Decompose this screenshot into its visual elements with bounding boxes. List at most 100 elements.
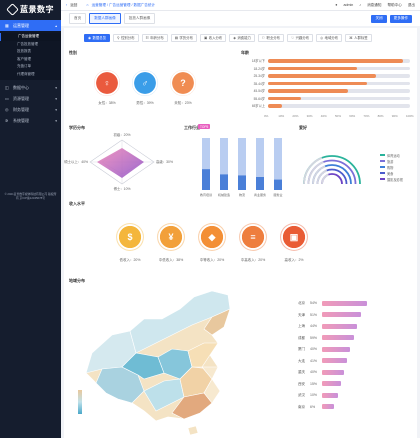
region-bar	[322, 381, 342, 386]
logout-link[interactable]: 退出	[407, 2, 415, 7]
filter-button[interactable]: ⚐ 职业分布	[257, 34, 285, 42]
grid-icon: ▦	[5, 23, 9, 28]
nav-label: 财务管理	[13, 106, 29, 112]
hobby-ring-track	[303, 155, 361, 185]
help-link[interactable]: 帮助中心	[387, 2, 402, 7]
chevron-down-icon: ▾	[55, 96, 57, 101]
legend-label: 旅游	[387, 159, 394, 164]
back-icon[interactable]: ‹	[66, 3, 68, 7]
filter-button[interactable]: ☷ 年龄分布	[141, 34, 168, 42]
gender-icon: ?	[170, 70, 196, 96]
region-value: 54%	[310, 301, 318, 305]
job-chart: 教育培训 机械建造 物流 商业服务 服务业	[200, 138, 283, 197]
age-bar	[268, 89, 348, 93]
age-bar	[268, 59, 403, 63]
legend-swatch	[380, 159, 385, 163]
back-link[interactable]: 返回	[70, 2, 78, 7]
copyright-text: © 2021蓝景数字媒体科技有限公司 版权所有 京ICP备12345678号	[4, 192, 57, 200]
hobby-ring-track	[321, 173, 343, 185]
age-bar-track	[268, 81, 410, 85]
filter-button-label: 兴趣分布	[295, 36, 310, 40]
age-axis-tick: 80%	[377, 114, 384, 118]
income-label: 中高收入：20%	[240, 258, 266, 262]
education-radar: 初级：20% 高级：30% 硕士以上：40% 博士：10%	[64, 132, 173, 191]
province-hainan	[187, 425, 199, 436]
chevron-down-icon: ▾	[55, 118, 57, 123]
gender-label: 未知：23%	[174, 101, 192, 105]
folder-icon: ▭	[5, 96, 9, 101]
job-category-label: 商业服务	[254, 192, 266, 197]
region-name: 厦门	[298, 347, 305, 351]
hobby-chart	[303, 155, 361, 185]
section-title-education: 学历分布	[69, 125, 85, 130]
filter-button[interactable]: ⚲ 性别分布	[113, 34, 139, 42]
filter-button-label: 消费能力	[237, 36, 251, 40]
age-bar-track	[268, 59, 410, 63]
region-bar	[322, 358, 347, 363]
user-name[interactable]: admin	[343, 3, 354, 7]
nav-sub-item[interactable]: 广告运营管理	[0, 33, 61, 41]
filter-button[interactable]: ◈ 消费能力	[229, 34, 255, 42]
nav-label: 数据中心	[13, 84, 29, 90]
income-label: 中低收入：38%	[158, 258, 184, 262]
tab-bar: 首页 数据人群画像 投放人群画像 关闭 更多操作	[61, 11, 420, 26]
job-bar	[220, 174, 228, 190]
region-value: 6%	[310, 404, 316, 409]
dollar-icon: $	[116, 223, 144, 251]
filter-icon: ▤	[174, 36, 178, 40]
job-bar-background	[220, 138, 228, 190]
nav-sub-item[interactable]: 投放报表	[17, 49, 31, 53]
chest-icon: ▣	[280, 223, 308, 251]
tab-data-portrait[interactable]: 数据人群画像	[89, 13, 121, 24]
region-value: 40%	[310, 370, 318, 374]
nav-sub-item[interactable]: 广告投放管理	[17, 41, 38, 46]
filter-button[interactable]: ▤ 学历分布	[170, 34, 197, 42]
hobby-ring-track	[307, 159, 357, 185]
region-name: 上海	[298, 324, 305, 328]
nav-data-center[interactable]: ◫ 数据中心 ▾	[0, 82, 61, 93]
income-glyph: ◆	[208, 231, 216, 242]
age-bar-track	[268, 104, 410, 108]
nav-sub-item[interactable]: 客户管理	[17, 56, 31, 61]
notice-link[interactable]: 消息通知	[367, 2, 382, 7]
user-icon: ●	[335, 3, 338, 7]
nav-sub-item[interactable]: 充值订单	[17, 64, 31, 68]
nav-finance[interactable]: ◎ 财务管理 ▾	[0, 104, 61, 115]
region-name: 北京	[298, 301, 305, 305]
age-bar-label: 35-44岁	[253, 81, 265, 86]
job-bar	[256, 177, 264, 190]
logo-text: 蓝景数字	[20, 4, 54, 14]
nav-label: 系统管理	[13, 117, 29, 123]
age-axis-tick: 10%	[278, 114, 285, 118]
nav-system[interactable]: ✲ 系统管理 ▾	[0, 115, 61, 126]
income-glyph: ▣	[289, 231, 299, 242]
person-face-icon: ♀	[103, 78, 111, 88]
region-name: 南京	[298, 404, 305, 409]
filter-button-label: 年龄分布	[150, 36, 164, 40]
nav-sub-item[interactable]: 代理商管理	[17, 71, 35, 76]
filter-button[interactable]: ◉ 数据总览	[84, 34, 111, 42]
age-axis-tick: 100%	[406, 114, 414, 118]
income-label: 中等收入：20%	[199, 258, 225, 262]
filter-icon: ⌘	[349, 36, 353, 40]
hobby-ring-track	[312, 164, 352, 185]
legend-swatch	[380, 153, 385, 157]
filter-button-label: 数据总览	[92, 36, 107, 40]
filter-button[interactable]: ♡ 兴趣分布	[287, 34, 314, 42]
tab-delivery-portrait[interactable]: 投放人群画像	[123, 13, 156, 24]
filter-button[interactable]: ▣ 收入分布	[199, 34, 227, 42]
region-value: 59%	[310, 335, 318, 340]
age-axis-tick: 0%	[264, 114, 269, 118]
filter-button[interactable]: ◎ 地域分布	[316, 34, 343, 42]
close-tabs-button[interactable]: 关闭	[371, 14, 387, 23]
bell-icon: ♪	[359, 3, 362, 7]
filter-button[interactable]: ⌘ 人群标签	[345, 34, 372, 42]
nav-operations[interactable]: ▦ 运营管理 ▴	[0, 20, 61, 31]
tab-home[interactable]: 首页	[69, 13, 87, 24]
more-actions-button[interactable]: 更多操作	[389, 14, 412, 23]
age-bar	[268, 81, 368, 85]
income-glyph: ¥	[168, 232, 174, 242]
filter-button-label: 地域分布	[324, 36, 339, 40]
chevron-down-icon: ▾	[55, 107, 57, 112]
nav-resources[interactable]: ▭ 资源管理 ▾	[0, 93, 61, 104]
